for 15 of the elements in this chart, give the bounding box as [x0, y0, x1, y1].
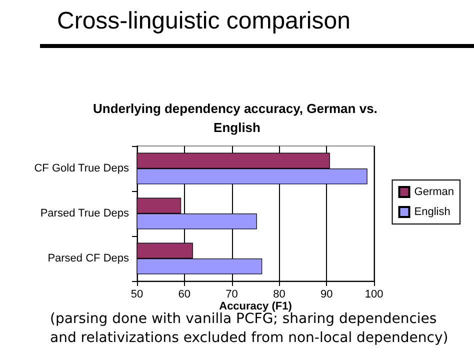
x-tick-label: 60	[178, 288, 191, 300]
x-tick-label: 50	[130, 288, 144, 300]
chart-subtitle: Underlying dependency accuracy, German vs. English	[92, 101, 382, 135]
x-tick-label: 80	[273, 288, 286, 300]
x-tick-label: 100	[364, 288, 384, 300]
x-tick-label: 90	[320, 288, 333, 300]
text: (parsing done with vanilla PCFG; sharing dependencies and relativizations excluded from non-local dependency)	[50, 311, 450, 348]
x-axis-title: Accuracy (F1)	[219, 300, 292, 312]
y-tick-label: Parsed CF Deps	[48, 252, 130, 264]
y-tick-label: Parsed True Deps	[40, 208, 130, 220]
legend-label: English	[414, 206, 450, 218]
chart-title: Cross-linguistic comparison	[57, 8, 350, 34]
x-tick-label: 70	[226, 288, 238, 300]
legend-label: German	[414, 186, 454, 198]
y-tick-label: CF Gold True Deps	[34, 162, 130, 174]
